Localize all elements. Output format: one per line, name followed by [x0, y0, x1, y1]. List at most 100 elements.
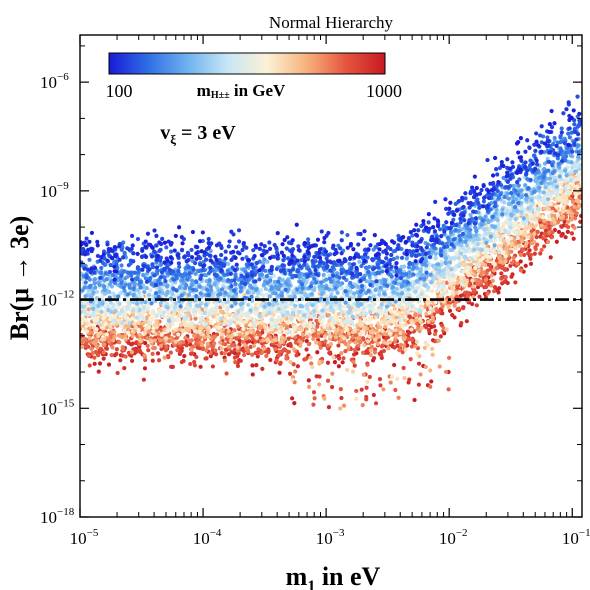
data-point [465, 265, 470, 270]
data-point [271, 273, 276, 278]
data-point [110, 321, 115, 326]
data-point [187, 300, 192, 305]
data-point [449, 256, 454, 261]
data-point [361, 372, 366, 377]
data-point [368, 309, 373, 314]
data-point [328, 301, 333, 307]
data-point [169, 314, 175, 319]
data-point [381, 348, 387, 354]
data-point [265, 337, 270, 342]
data-point [359, 387, 364, 392]
data-point [506, 238, 511, 244]
data-point [318, 315, 323, 320]
data-point [547, 230, 552, 235]
data-point [546, 181, 551, 186]
data-point [134, 349, 139, 354]
data-point [246, 302, 251, 307]
data-point [441, 283, 447, 288]
data-point [254, 335, 259, 340]
data-point [197, 284, 202, 289]
data-point [304, 302, 310, 308]
data-point [144, 286, 149, 291]
data-point [459, 321, 464, 326]
data-point [430, 352, 435, 357]
data-point [489, 273, 494, 278]
data-point [471, 295, 476, 300]
data-point [532, 251, 537, 256]
data-point [329, 384, 335, 390]
data-point [261, 346, 266, 351]
data-point [360, 350, 366, 355]
data-point [410, 284, 415, 290]
data-point [546, 197, 551, 202]
data-point [206, 334, 211, 339]
data-point [394, 286, 399, 291]
data-point [539, 247, 544, 253]
data-point [276, 287, 281, 292]
data-point [455, 280, 460, 286]
data-point [417, 329, 422, 334]
data-point [557, 197, 562, 202]
data-point [542, 231, 547, 236]
data-point [274, 309, 279, 314]
data-point [481, 226, 487, 232]
data-point [407, 300, 412, 306]
data-point [192, 333, 197, 338]
data-point [320, 308, 325, 313]
data-point [479, 222, 484, 227]
data-point [290, 301, 295, 306]
data-point [340, 281, 345, 286]
data-point [433, 300, 438, 305]
data-point [399, 291, 405, 296]
data-point [480, 261, 485, 266]
data-point [127, 321, 132, 326]
data-point [499, 271, 504, 276]
data-point [566, 219, 571, 224]
data-point [166, 318, 172, 323]
data-point [513, 280, 518, 285]
data-point [346, 343, 351, 349]
data-point [109, 333, 114, 338]
data-point [573, 169, 579, 174]
data-point [97, 282, 102, 287]
data-point [284, 281, 289, 286]
data-point [287, 329, 292, 335]
data-point [344, 326, 349, 331]
data-point [408, 357, 413, 362]
data-point [443, 369, 449, 375]
data-point [517, 189, 522, 194]
data-point [380, 328, 385, 334]
data-point [80, 300, 84, 305]
data-point [463, 283, 468, 288]
data-point [433, 274, 438, 279]
data-point [446, 387, 451, 392]
data-point [364, 385, 369, 390]
data-point [130, 333, 135, 339]
data-point [436, 338, 441, 343]
data-point [136, 320, 141, 326]
data-point [137, 332, 143, 337]
data-point [323, 339, 328, 344]
data-point [290, 311, 296, 316]
data-point [418, 309, 423, 314]
data-point [310, 328, 315, 333]
data-point [437, 281, 442, 286]
data-point [397, 348, 402, 353]
data-point [131, 293, 136, 298]
data-point [500, 234, 505, 239]
data-point [574, 211, 579, 216]
data-point [480, 256, 485, 261]
data-point [334, 335, 339, 340]
data-point [354, 396, 359, 401]
data-point [321, 272, 326, 277]
data-point [238, 332, 243, 337]
data-point [378, 325, 383, 330]
data-point [417, 313, 422, 318]
data-point [169, 303, 174, 309]
data-point [279, 290, 285, 295]
data-point [441, 267, 447, 273]
data-point [534, 223, 539, 228]
data-point [332, 360, 338, 365]
data-point [283, 348, 288, 353]
data-point [222, 358, 228, 363]
